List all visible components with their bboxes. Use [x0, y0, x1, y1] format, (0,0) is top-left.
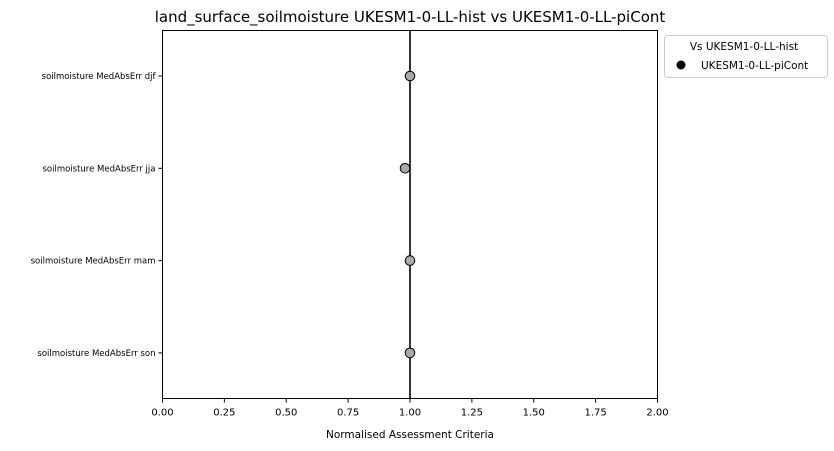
x-tick-label: 1.00: [399, 408, 421, 419]
data-point: [404, 255, 416, 266]
legend-entry: UKESM1-0-LL-piCont: [701, 60, 808, 72]
y-tick-label: soilmoisture MedAbsErr son: [37, 349, 155, 359]
data-point: [399, 163, 411, 174]
plot-area: [399, 30, 416, 399]
x-tick-label: 0.75: [337, 408, 359, 419]
y-tick-label: soilmoisture MedAbsErr jja: [42, 164, 155, 174]
legend-marker: [676, 60, 686, 70]
x-tick-label: 1.75: [584, 408, 606, 419]
y-tick-label: soilmoisture MedAbsErr mam: [31, 257, 156, 267]
x-tick-label: 2.00: [646, 408, 668, 419]
x-tick-label: 0.00: [151, 408, 173, 419]
legend-title: Vs UKESM1-0-LL-hist: [690, 41, 798, 53]
legend: Vs UKESM1-0-LL-hist UKESM1-0-LL-piCont: [664, 35, 828, 78]
data-point: [404, 70, 416, 82]
y-tick-label: soilmoisture MedAbsErr djf: [42, 72, 157, 82]
data-point: [404, 347, 416, 359]
x-tick-label: 0.50: [275, 408, 297, 419]
legend-frame: [664, 35, 828, 78]
x-axis-label: Normalised Assessment Criteria: [326, 429, 494, 441]
x-tick-label: 1.50: [523, 408, 545, 419]
x-tick-label: 0.25: [213, 408, 235, 419]
x-tick-label: 1.25: [461, 408, 483, 419]
chart-title: land_surface_soilmoisture UKESM1-0-LL-hi…: [155, 8, 666, 27]
